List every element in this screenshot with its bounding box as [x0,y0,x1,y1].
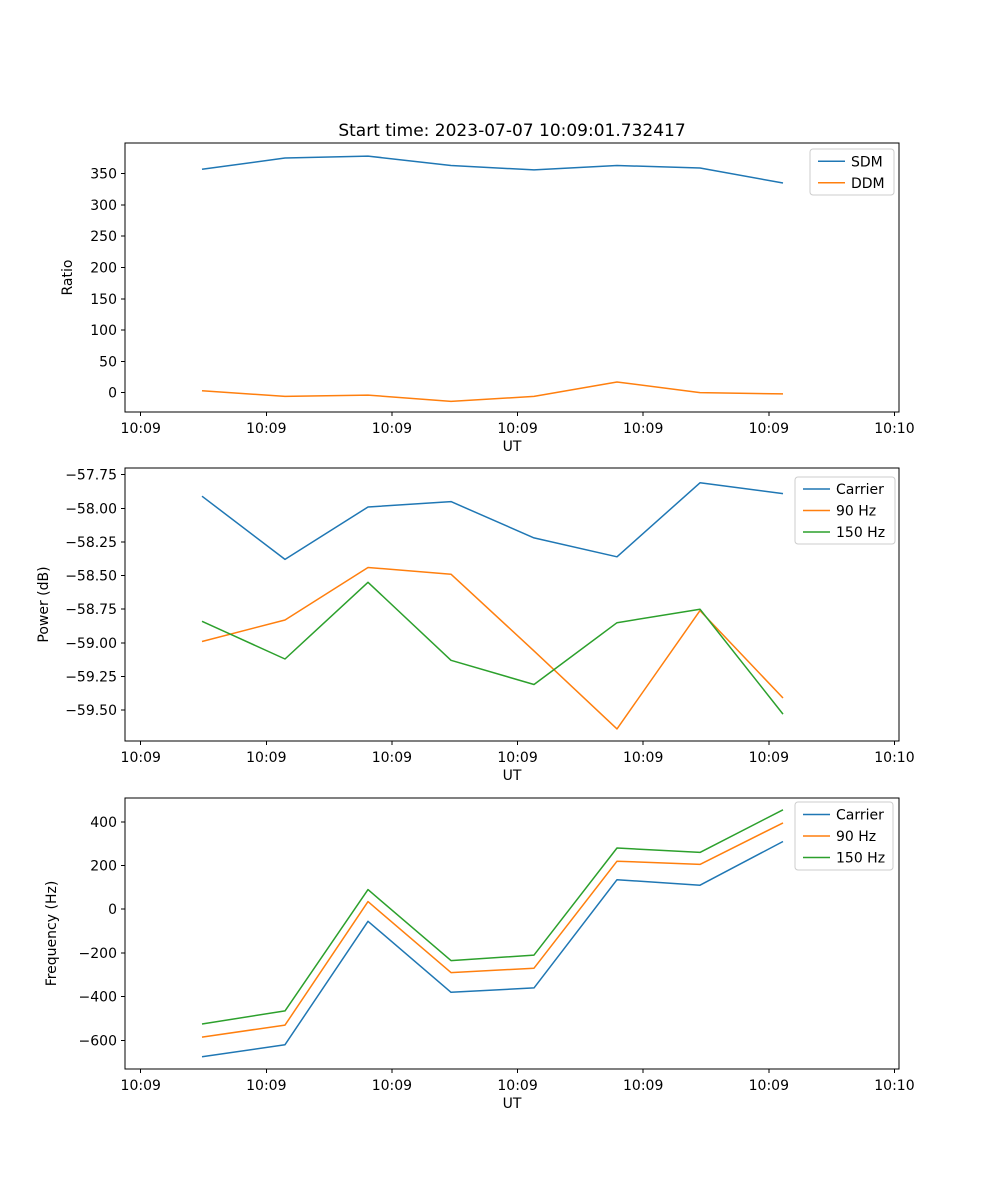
x-tick-label: 10:09 [623,750,663,766]
x-tick-label: 10:09 [246,750,286,766]
y-tick-label: −600 [79,1033,117,1049]
y-tick-label: −400 [79,990,117,1006]
y-tick-label: 200 [90,260,117,276]
y-tick-label: −58.75 [65,602,117,618]
y-tick-label: 400 [90,815,117,831]
y-tick-label: −58.25 [65,535,117,551]
legend-label-carrier: Carrier [836,808,884,824]
x-tick-label: 10:09 [121,750,161,766]
x-tick-label: 10:10 [874,421,914,437]
x-tick-label: 10:09 [497,421,537,437]
legend-label-150-hz: 150 Hz [836,525,885,541]
axes-spines [124,467,900,742]
x-tick-label: 10:09 [749,421,789,437]
line-carrier [201,482,784,561]
x-tick-label: 10:09 [372,1078,412,1094]
y-tick-label: 200 [90,859,117,875]
subplot-ratio: 0 50 100 150 200 250 300 350 10:09 10:09 10:09 10:0… [60,142,915,455]
legend-label-sdm: SDM [851,154,883,170]
x-tick-label: 10:10 [874,1078,914,1094]
y-tick-label: −200 [79,946,117,962]
y-tick-label: 350 [90,167,117,183]
line-sdm [201,155,784,184]
x-tick-label: 10:09 [749,750,789,766]
x-tick-label: 10:09 [372,750,412,766]
y-tick-label: −59.50 [65,703,117,719]
y-axis-label: Power (dB) [36,566,52,642]
x-tick-label: 10:09 [497,750,537,766]
legend-box [794,801,894,871]
line-carrier [201,840,784,1058]
figure-title: Start time: 2023-07-07 10:09:01.732417 [338,121,686,141]
y-tick-label: 100 [90,323,117,339]
x-tick-label: 10:09 [749,1078,789,1094]
legend-box [794,476,896,545]
x-tick-label: 10:09 [121,421,161,437]
x-tick-label: 10:10 [874,750,914,766]
line-150-hz [201,581,784,715]
y-tick-label: 150 [90,292,117,308]
legend-label-90-hz: 90 Hz [836,829,876,845]
x-tick-label: 10:09 [623,1078,663,1094]
y-tick-label: −58.50 [65,569,117,585]
legend-label-150-hz: 150 Hz [836,851,885,867]
x-axis-label: UT [503,1096,522,1112]
axes-spines [124,142,900,413]
legend-label-90-hz: 90 Hz [836,504,876,520]
y-tick-label: −57.75 [65,468,117,484]
line-90-hz [201,822,784,1038]
y-tick-label: −59.25 [65,669,117,685]
legend-label-carrier: Carrier [836,482,884,498]
x-tick-label: 10:09 [121,1078,161,1094]
y-tick-label: 50 [99,354,117,370]
y-tick-label: −59.00 [65,636,117,652]
y-tick-label: 300 [90,198,117,214]
legend: SDM DDM [809,148,895,196]
y-tick-label: 0 [108,902,117,918]
x-axis-label: UT [503,439,522,455]
subplot-power-db: −57.75 −58.00 −58.25 −58.50 −58.75 −59.00 −59.… [36,467,915,784]
line-150-hz [201,809,784,1025]
y-axis-label: Frequency (Hz) [44,881,60,987]
subplot-frequency-hz: −600 −400 −200 0 200 400 10:09 10:09 10:09 10:09 1… [44,797,915,1112]
x-tick-label: 10:09 [497,1078,537,1094]
x-tick-label: 10:09 [246,1078,286,1094]
axes-spines [124,797,900,1070]
y-tick-label: 0 [108,386,117,402]
x-axis-label: UT [503,768,522,784]
y-tick-label: −58.00 [65,501,117,517]
line-ddm [201,381,784,403]
x-tick-label: 10:09 [623,421,663,437]
line-90-hz [201,566,784,730]
x-tick-label: 10:09 [246,421,286,437]
legend-label-ddm: DDM [851,176,885,192]
y-axis-label: Ratio [60,260,76,296]
legend: Carrier 90 Hz 150 Hz [794,801,894,871]
legend: Carrier 90 Hz 150 Hz [794,476,896,545]
x-tick-label: 10:09 [372,421,412,437]
y-tick-label: 250 [90,229,117,245]
